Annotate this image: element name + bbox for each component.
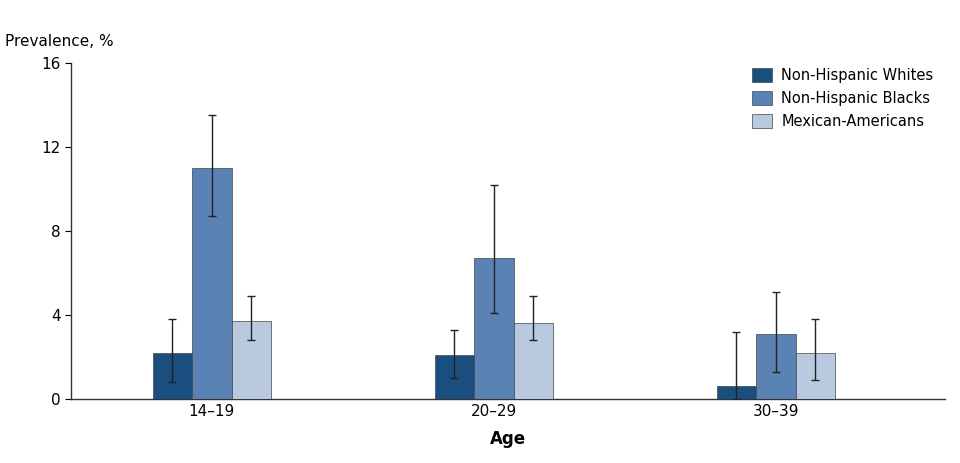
Bar — [192, 168, 231, 399]
Bar — [514, 323, 553, 399]
X-axis label: Age: Age — [490, 430, 526, 448]
Bar — [435, 355, 474, 399]
Bar — [153, 353, 192, 399]
Bar — [756, 334, 796, 399]
Bar — [716, 387, 756, 399]
Legend: Non-Hispanic Whites, Non-Hispanic Blacks, Mexican-Americans: Non-Hispanic Whites, Non-Hispanic Blacks… — [748, 63, 938, 133]
Bar — [796, 353, 835, 399]
Text: Prevalence, %: Prevalence, % — [5, 34, 114, 50]
Bar — [474, 258, 514, 399]
Bar — [231, 321, 271, 399]
